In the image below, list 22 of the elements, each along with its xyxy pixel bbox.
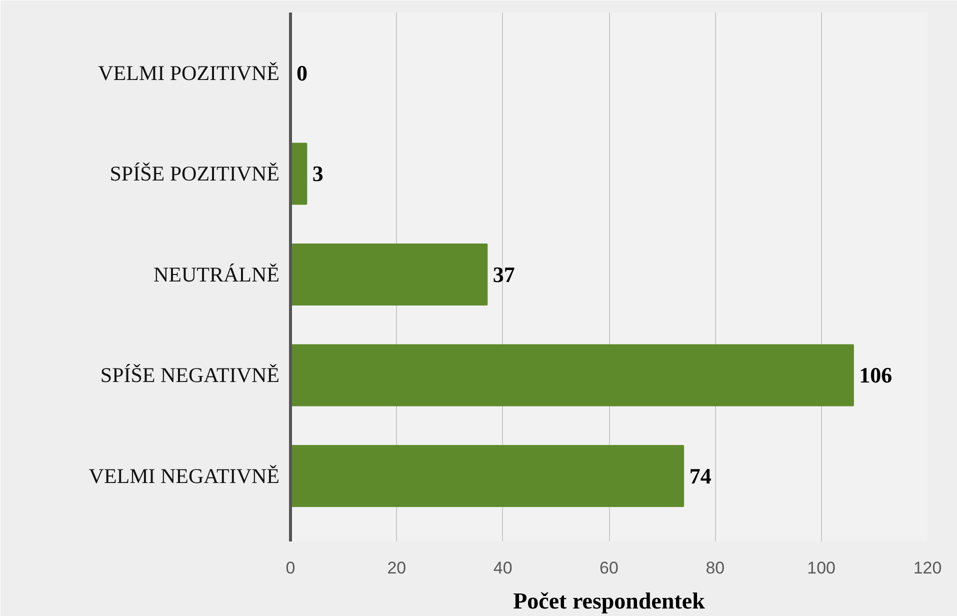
bar (290, 344, 854, 406)
x-tick-label: 100 (807, 558, 836, 578)
x-tick-label: 80 (706, 558, 725, 578)
data-label: 74 (689, 464, 712, 489)
y-tick-label: SPÍŠE NEGATIVNĚ (100, 363, 280, 388)
y-tick-label: VELMI NEGATIVNĚ (88, 464, 280, 488)
bar (290, 142, 308, 205)
bar (290, 244, 488, 306)
data-label: 0 (296, 60, 308, 86)
bar (290, 445, 684, 507)
x-tick-label: 20 (387, 558, 406, 578)
x-tick-label: 60 (600, 558, 618, 578)
data-label: 37 (492, 262, 515, 287)
x-tick-label: 0 (286, 558, 296, 578)
x-tick-label: 120 (913, 558, 942, 578)
x-axis-title: Počet respondentek (513, 588, 706, 614)
y-tick-label: SPÍŠE POZITIVNĚ (110, 162, 280, 186)
data-label: 3 (312, 161, 324, 186)
y-tick-label: NEUTRÁLNĚ (154, 262, 280, 286)
data-label: 106 (859, 362, 892, 388)
y-tick-label: VELMI POZITIVNĚ (98, 60, 280, 85)
x-tick-label: 40 (493, 558, 512, 578)
